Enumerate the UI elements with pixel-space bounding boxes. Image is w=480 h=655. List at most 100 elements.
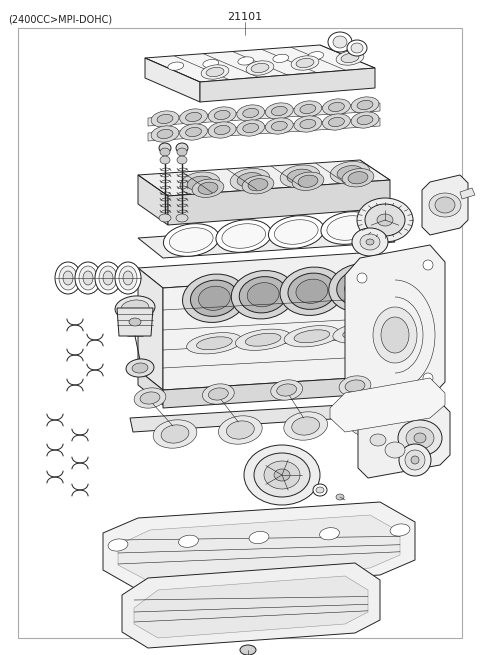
Polygon shape — [138, 370, 163, 405]
Polygon shape — [122, 563, 380, 648]
Ellipse shape — [357, 273, 367, 283]
Ellipse shape — [336, 51, 364, 66]
Ellipse shape — [377, 214, 393, 226]
Ellipse shape — [231, 271, 295, 319]
Polygon shape — [330, 378, 445, 432]
Ellipse shape — [323, 114, 350, 130]
Ellipse shape — [108, 539, 128, 551]
Ellipse shape — [308, 52, 324, 60]
Ellipse shape — [265, 103, 293, 119]
Ellipse shape — [249, 531, 269, 544]
Polygon shape — [138, 160, 390, 196]
Ellipse shape — [328, 102, 344, 111]
Ellipse shape — [161, 425, 189, 443]
Ellipse shape — [198, 286, 230, 310]
Ellipse shape — [208, 388, 228, 400]
Ellipse shape — [294, 116, 322, 132]
Ellipse shape — [271, 106, 287, 115]
Ellipse shape — [187, 176, 213, 191]
Ellipse shape — [103, 271, 113, 285]
Ellipse shape — [275, 219, 318, 244]
Polygon shape — [138, 222, 395, 258]
Ellipse shape — [273, 54, 289, 62]
Polygon shape — [103, 502, 415, 590]
Ellipse shape — [248, 179, 268, 191]
Ellipse shape — [177, 148, 187, 156]
Ellipse shape — [160, 148, 170, 156]
Ellipse shape — [385, 442, 405, 458]
Ellipse shape — [328, 117, 344, 126]
Ellipse shape — [134, 388, 166, 408]
Ellipse shape — [333, 36, 347, 48]
Ellipse shape — [160, 156, 170, 164]
Polygon shape — [168, 180, 390, 225]
Ellipse shape — [360, 234, 380, 250]
Ellipse shape — [192, 179, 224, 197]
Ellipse shape — [337, 270, 384, 306]
Ellipse shape — [196, 337, 232, 350]
Polygon shape — [148, 118, 380, 141]
Ellipse shape — [206, 67, 224, 77]
Ellipse shape — [423, 260, 433, 270]
Ellipse shape — [95, 262, 121, 294]
Ellipse shape — [222, 224, 265, 248]
Ellipse shape — [242, 176, 274, 194]
Ellipse shape — [247, 283, 279, 307]
Ellipse shape — [227, 421, 254, 439]
Polygon shape — [400, 258, 420, 375]
Ellipse shape — [357, 413, 385, 431]
Ellipse shape — [235, 329, 291, 350]
Text: 21101: 21101 — [228, 12, 263, 22]
Ellipse shape — [381, 317, 409, 353]
Ellipse shape — [287, 169, 313, 183]
Ellipse shape — [411, 456, 419, 464]
Ellipse shape — [292, 172, 324, 191]
Ellipse shape — [218, 416, 262, 444]
Ellipse shape — [405, 450, 425, 470]
Ellipse shape — [365, 204, 405, 236]
Ellipse shape — [121, 300, 149, 316]
Ellipse shape — [244, 445, 320, 505]
Polygon shape — [145, 45, 375, 82]
Ellipse shape — [373, 307, 417, 363]
Ellipse shape — [243, 123, 259, 132]
Ellipse shape — [337, 166, 363, 180]
Ellipse shape — [208, 122, 236, 138]
Ellipse shape — [243, 109, 259, 118]
Ellipse shape — [79, 266, 97, 290]
Ellipse shape — [274, 469, 290, 481]
Polygon shape — [163, 272, 400, 390]
Ellipse shape — [180, 172, 220, 195]
Ellipse shape — [230, 168, 270, 191]
Ellipse shape — [313, 484, 327, 496]
Ellipse shape — [119, 266, 137, 290]
Ellipse shape — [291, 56, 319, 70]
Ellipse shape — [336, 494, 344, 500]
Ellipse shape — [240, 645, 256, 655]
Ellipse shape — [398, 420, 442, 456]
Ellipse shape — [129, 318, 141, 326]
Ellipse shape — [342, 168, 374, 187]
Ellipse shape — [163, 224, 219, 256]
Ellipse shape — [347, 40, 367, 56]
Ellipse shape — [390, 524, 410, 536]
Polygon shape — [118, 515, 400, 582]
Ellipse shape — [237, 172, 263, 187]
Ellipse shape — [251, 64, 269, 73]
Polygon shape — [460, 188, 475, 199]
Ellipse shape — [191, 280, 238, 316]
Ellipse shape — [176, 143, 188, 153]
Ellipse shape — [294, 101, 322, 117]
Polygon shape — [345, 245, 445, 410]
Polygon shape — [163, 362, 420, 408]
Ellipse shape — [333, 322, 388, 343]
Ellipse shape — [238, 57, 254, 65]
Ellipse shape — [296, 58, 314, 67]
Ellipse shape — [429, 193, 461, 217]
Ellipse shape — [179, 535, 198, 548]
Ellipse shape — [328, 32, 352, 52]
Ellipse shape — [280, 267, 344, 316]
Ellipse shape — [271, 380, 302, 400]
Ellipse shape — [75, 262, 101, 294]
Ellipse shape — [277, 384, 297, 396]
